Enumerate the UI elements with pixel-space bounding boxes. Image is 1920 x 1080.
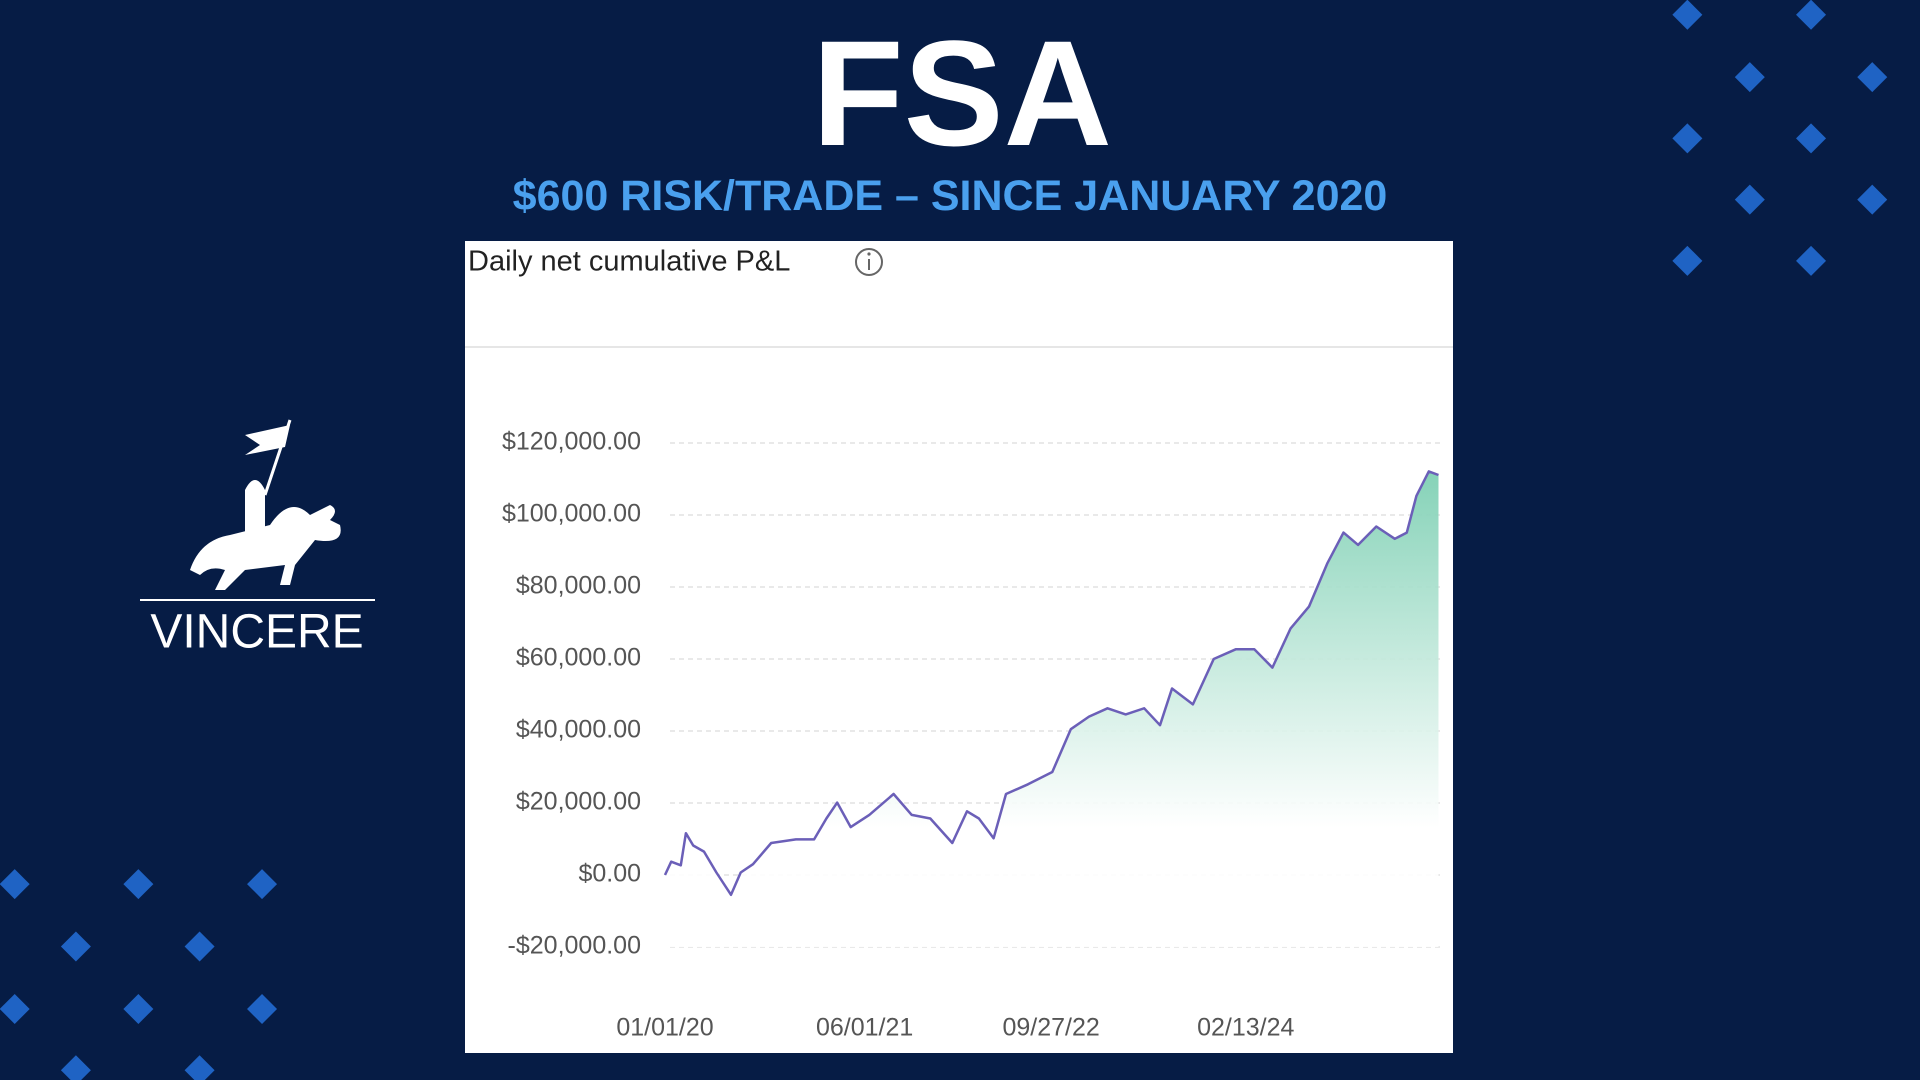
logo: VINCERE <box>140 419 375 659</box>
slide-title: FSA <box>812 9 1112 177</box>
diamond <box>0 869 30 900</box>
logo-rider <box>245 480 265 540</box>
diamond <box>123 993 154 1024</box>
diamond <box>1796 123 1827 154</box>
area-fill <box>665 471 1439 947</box>
y-tick-label: -$20,000.00 <box>508 932 641 960</box>
diamond <box>60 931 91 962</box>
diamond <box>1672 245 1703 276</box>
x-tick-label: 01/01/20 <box>616 1014 713 1042</box>
y-tick-label: $80,000.00 <box>516 572 641 600</box>
x-tick-label: 02/13/24 <box>1197 1014 1294 1042</box>
y-tick-label: $20,000.00 <box>516 788 641 816</box>
diamond <box>1857 184 1888 215</box>
y-tick-label: $60,000.00 <box>516 644 641 672</box>
logo-bull <box>190 505 341 590</box>
logo-flag <box>245 425 290 455</box>
diamond <box>1734 184 1765 215</box>
diamond <box>1672 123 1703 154</box>
y-tick-label: $120,000.00 <box>502 428 641 456</box>
diamond <box>60 1055 91 1080</box>
y-tick-label: $100,000.00 <box>502 500 641 528</box>
plot: -$20,000.00 $0.00 $20,000.00 $40,000.00 $60,… <box>502 428 1440 1042</box>
line <box>663 470 1439 897</box>
chart-title: Daily net cumulative P&L <box>468 246 790 278</box>
x-tick-label: 06/01/21 <box>816 1014 913 1042</box>
diamond <box>1672 0 1703 30</box>
diamond <box>1857 62 1888 93</box>
y-tick-label: $0.00 <box>578 860 641 888</box>
x-tick-label: 09/27/22 <box>1002 1014 1099 1042</box>
diamond <box>184 931 215 962</box>
diamond <box>123 869 154 900</box>
diamond <box>247 993 278 1024</box>
diamond <box>0 993 30 1024</box>
y-tick-label: $40,000.00 <box>516 716 641 744</box>
diamond <box>247 869 278 900</box>
info-icon-dot <box>867 252 871 256</box>
diamond <box>1734 62 1765 93</box>
slide-subtitle: $600 RISK/TRADE – SINCE JANUARY 2020 <box>513 172 1388 220</box>
diamond <box>184 1055 215 1080</box>
logo-text: VINCERE <box>150 606 363 659</box>
diamond <box>1796 245 1827 276</box>
diamond <box>1796 0 1827 30</box>
info-icon[interactable] <box>855 248 883 276</box>
